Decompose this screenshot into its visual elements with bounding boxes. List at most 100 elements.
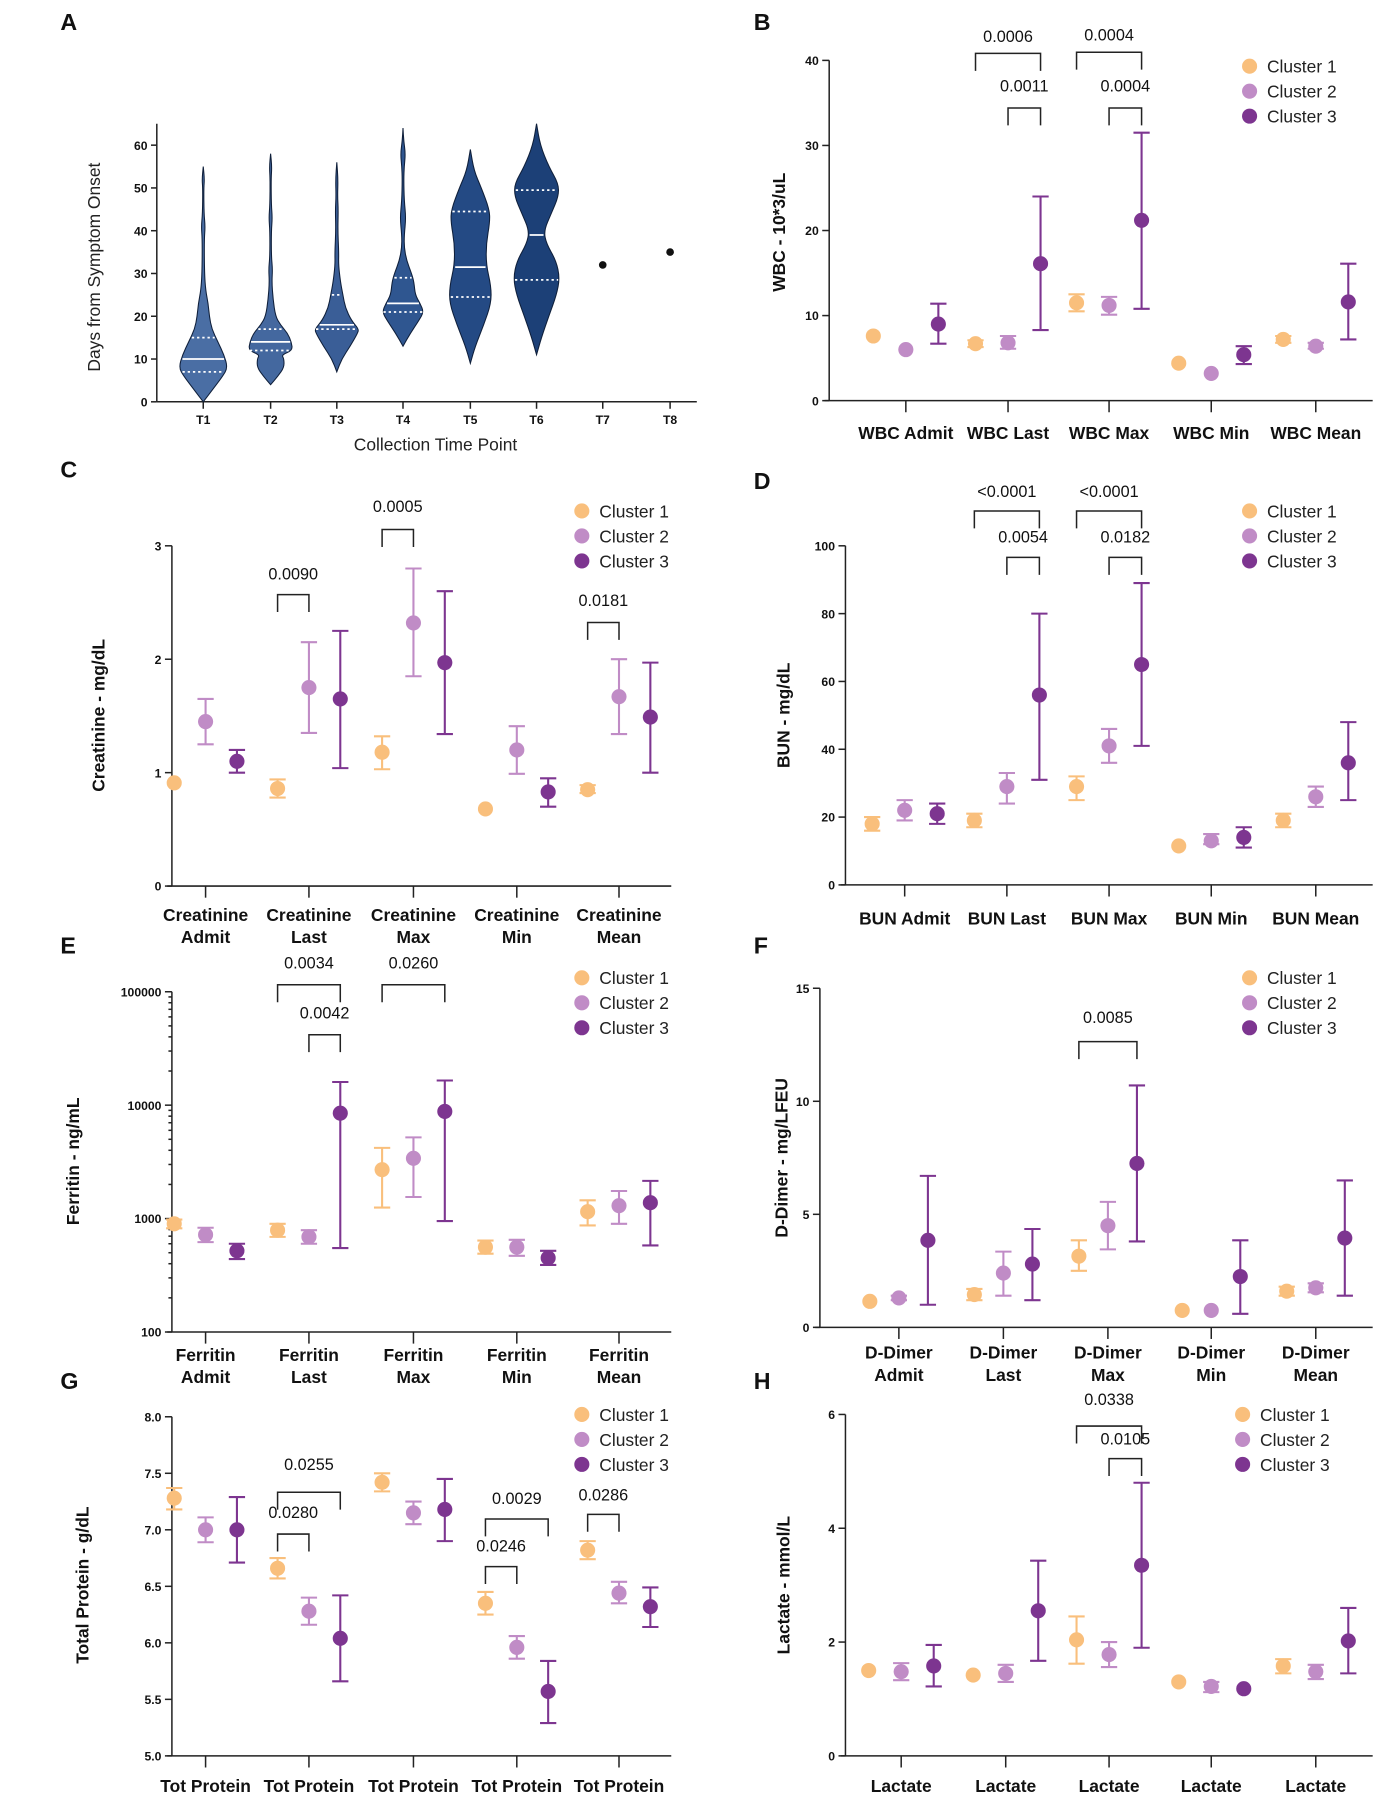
- legend-marker-cluster-1: [1242, 503, 1258, 519]
- significance-bracket: [1006, 556, 1041, 575]
- data-point: [1236, 347, 1252, 363]
- legend-label: Cluster 3: [599, 1018, 669, 1038]
- x-tick-label: Mean: [597, 927, 642, 947]
- legend-label: Cluster 2: [599, 993, 669, 1013]
- violin-T1: [179, 166, 228, 403]
- panel-letter: D: [754, 468, 771, 494]
- x-tick-label: D-Dimer: [865, 1343, 933, 1363]
- x-tick-label: Creatinine: [266, 905, 351, 925]
- y-tick-label: 60: [821, 675, 835, 689]
- series-cluster-2: [197, 1136, 628, 1257]
- y-tick-label: 2: [828, 1636, 835, 1650]
- y-tick-label: 0: [828, 1750, 835, 1764]
- data-point: [1134, 1557, 1150, 1573]
- legend-marker-cluster-2: [1242, 83, 1258, 99]
- x-tick-label: Admit: [877, 1798, 927, 1800]
- data-point: [332, 1630, 348, 1646]
- data-point: [332, 691, 348, 707]
- y-tick-label: 10: [796, 1095, 810, 1109]
- legend-marker-cluster-3: [1242, 1020, 1258, 1036]
- legend-marker-cluster-3: [1242, 553, 1258, 569]
- data-point: [1203, 1678, 1219, 1694]
- legend-label: Cluster 3: [599, 1455, 669, 1475]
- y-tick-label: 20: [134, 310, 148, 324]
- x-tick-label: WBC Min: [1173, 423, 1249, 443]
- x-tick-label: D-Dimer: [1282, 1343, 1350, 1363]
- x-tick-label: Tot Protein: [574, 1776, 665, 1796]
- panel-letter: A: [60, 9, 77, 35]
- data-point: [1100, 1218, 1116, 1234]
- y-tick-label: 0: [141, 395, 148, 409]
- legend: Cluster 1 Cluster 2 Cluster 3: [574, 501, 669, 571]
- x-tick-label: BUN Mean: [1272, 908, 1359, 928]
- data-point: [966, 1287, 982, 1303]
- data-point: [1340, 294, 1356, 310]
- data-point: [897, 802, 913, 818]
- p-value-label: <0.0001: [1079, 483, 1138, 501]
- data-point: [930, 316, 946, 332]
- y-tick-label: 20: [821, 811, 835, 825]
- data-point: [198, 1227, 214, 1243]
- x-tick-label: T8: [663, 413, 677, 427]
- legend-marker-cluster-1: [1242, 58, 1258, 74]
- x-tick-label: Mean: [1294, 1798, 1339, 1800]
- data-point: [1171, 838, 1187, 854]
- x-tick-label: Admit: [181, 1367, 231, 1387]
- legend-label: Cluster 1: [1267, 501, 1337, 521]
- legend-marker-cluster-2: [1242, 995, 1258, 1011]
- legend-label: Cluster 3: [1267, 107, 1337, 127]
- y-tick-label: 15: [796, 982, 810, 996]
- significance-bracket: [276, 1533, 310, 1552]
- x-tick-label: Admit: [181, 1798, 231, 1800]
- data-point: [893, 1664, 909, 1680]
- series-cluster-1: [166, 1472, 596, 1616]
- legend-marker-cluster-2: [574, 528, 590, 544]
- data-point: [1129, 1155, 1145, 1172]
- y-tick-label: 6.0: [144, 1636, 161, 1650]
- series-cluster-3: [228, 590, 659, 808]
- significance-bracket: [974, 52, 1042, 71]
- p-value-label: 0.0011: [1000, 78, 1049, 96]
- y-tick-label: 40: [821, 743, 835, 757]
- x-tick-label: Max: [397, 1798, 431, 1800]
- y-tick-label: 3: [155, 539, 162, 553]
- data-point: [1236, 829, 1252, 845]
- data-point: [864, 816, 880, 832]
- panel-d-chart: 0 20 40 60 80 100 BUN - mg/dL BUN Admit BUN Last…: [774, 483, 1373, 928]
- data-point: [861, 1662, 877, 1679]
- significance-bracket: [381, 528, 415, 547]
- x-tick-label: Lactate: [1181, 1776, 1242, 1796]
- data-point: [270, 1222, 286, 1238]
- data-point: [642, 1195, 658, 1211]
- y-tick-label: 5.0: [144, 1750, 161, 1764]
- x-tick-label: Last: [985, 1365, 1021, 1385]
- data-point: [437, 655, 453, 671]
- data-point: [1000, 335, 1016, 351]
- x-tick-label: Last: [291, 1367, 327, 1387]
- data-point: [999, 779, 1015, 795]
- p-value-label: 0.0054: [998, 528, 1048, 546]
- panel-h-chart: 0 2 4 6 Lactate - mmol/L Lactate Admit Lactate L…: [774, 1391, 1373, 1800]
- x-axis-title: Collection Time Point: [354, 435, 518, 455]
- significance-bracket: [1108, 556, 1143, 575]
- p-value-label: 0.0105: [1100, 1431, 1150, 1449]
- y-tick-label: 6.5: [144, 1580, 161, 1594]
- y-axis-title: WBC - 10*3/uL: [769, 172, 789, 291]
- data-point: [1275, 812, 1291, 829]
- y-tick-label: 100000: [121, 985, 162, 999]
- x-tick-label: T2: [263, 413, 277, 427]
- data-point: [477, 1595, 493, 1611]
- x-tick-label: Ferritin: [176, 1345, 236, 1365]
- significance-bracket: [276, 984, 342, 1003]
- y-tick-label: 8.0: [144, 1410, 161, 1424]
- data-point: [1308, 789, 1324, 805]
- y-tick-label: 100: [141, 1326, 162, 1340]
- x-tick-label: Min: [502, 1367, 532, 1387]
- series-cluster-1: [862, 1239, 1295, 1318]
- y-tick-label: 10: [805, 309, 819, 323]
- legend-label: Cluster 2: [1260, 1430, 1330, 1450]
- x-tick-label: Admit: [181, 927, 231, 947]
- y-tick-label: 50: [134, 182, 148, 196]
- p-value-label: 0.0246: [476, 1537, 526, 1555]
- series-cluster-2: [890, 1200, 1324, 1318]
